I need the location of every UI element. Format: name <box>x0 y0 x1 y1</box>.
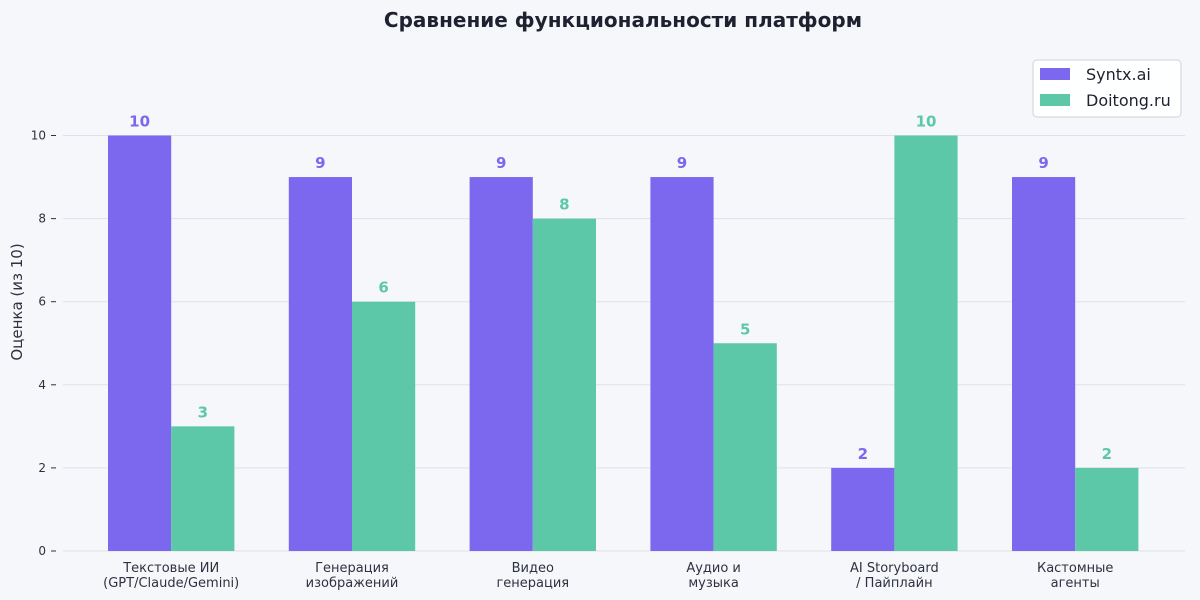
category-label: агенты <box>1051 576 1100 591</box>
data-label: 10 <box>916 113 937 131</box>
bar-doitong <box>713 343 777 551</box>
data-label: 9 <box>315 154 325 172</box>
bar-doitong <box>894 135 958 551</box>
bar-doitong <box>352 301 416 551</box>
data-label: 9 <box>1038 154 1048 172</box>
y-tick-label: 4 <box>38 378 46 392</box>
category-label: Генерация <box>315 561 389 576</box>
bar-doitong <box>171 426 235 551</box>
bar-syntx <box>108 135 172 551</box>
bar-syntx <box>469 177 533 552</box>
category-label: Аудио и <box>686 561 741 576</box>
legend-label-syntx: Syntx.ai <box>1086 65 1151 84</box>
bar-doitong <box>532 218 596 551</box>
legend: Syntx.ai Doitong.ru <box>1032 59 1182 118</box>
data-label: 9 <box>496 154 506 172</box>
data-label: 6 <box>378 279 388 297</box>
category-label: Текстовые ИИ <box>122 561 219 576</box>
y-axis-ticks: 0 2 4 6 8 10 <box>31 129 56 558</box>
category-label: генерация <box>496 576 569 591</box>
bar-syntx <box>288 177 352 552</box>
data-label: 2 <box>1102 445 1112 463</box>
bar-doitong <box>1075 467 1139 551</box>
grid-lines <box>63 135 1185 552</box>
y-tick-label: 10 <box>31 129 46 143</box>
y-tick-label: 2 <box>38 461 46 475</box>
bar-syntx <box>831 467 895 551</box>
category-label: Кастомные <box>1037 561 1113 576</box>
x-axis-categories: Текстовые ИИ(GPT/Claude/Gemini) Генерация… <box>103 561 1113 591</box>
y-tick-label: 0 <box>38 544 46 558</box>
category-label: изображений <box>306 576 399 591</box>
legend-swatch-syntx <box>1040 68 1070 80</box>
category-label: музыка <box>688 576 739 591</box>
data-label: 8 <box>559 196 569 214</box>
bar-syntx <box>1012 177 1076 552</box>
bar-syntx <box>650 177 714 552</box>
chart-title: Сравнение функциональности платформ <box>384 8 862 32</box>
category-label: / Пайплайн <box>856 576 932 591</box>
legend-label-doitong: Doitong.ru <box>1086 91 1171 110</box>
legend-swatch-doitong <box>1040 94 1070 106</box>
category-label: (GPT/Claude/Gemini) <box>103 576 239 591</box>
y-tick-label: 6 <box>38 295 46 309</box>
data-label: 9 <box>677 154 687 172</box>
data-label: 3 <box>198 403 208 421</box>
data-label: 5 <box>740 320 750 338</box>
category-label: Видео <box>512 561 554 576</box>
y-tick-label: 8 <box>38 212 46 226</box>
data-label: 10 <box>129 113 150 131</box>
y-axis-label: Оценка (из 10) <box>8 243 26 360</box>
bars <box>108 135 1139 552</box>
data-labels: 10 3 9 6 9 8 9 5 2 10 9 2 <box>129 113 1112 463</box>
data-label: 2 <box>858 445 868 463</box>
category-label: AI Storyboard <box>850 561 939 576</box>
